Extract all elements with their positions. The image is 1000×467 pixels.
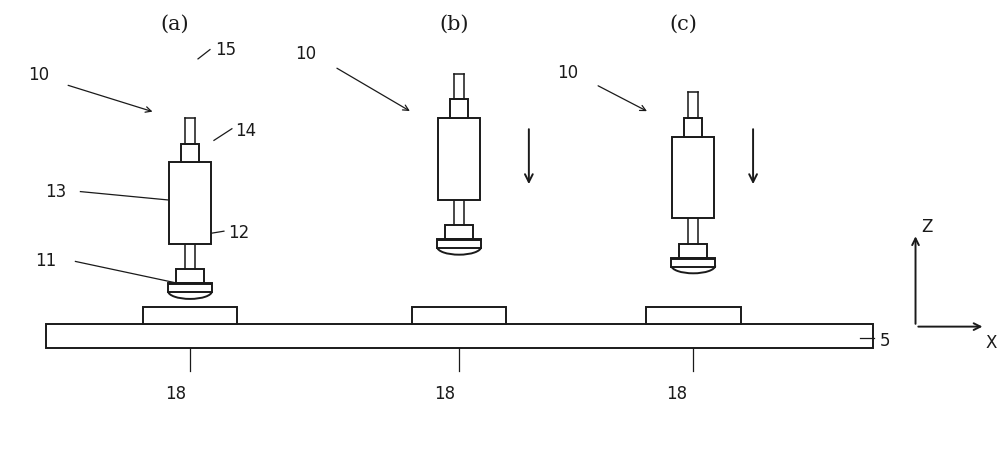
Text: X: X bbox=[985, 334, 997, 352]
Text: 10: 10 bbox=[557, 64, 578, 82]
Text: Z: Z bbox=[921, 218, 933, 235]
Text: 18: 18 bbox=[666, 385, 688, 403]
Bar bbox=[450, 99, 468, 118]
Text: 14: 14 bbox=[235, 122, 256, 140]
Bar bbox=[168, 284, 212, 292]
Text: 18: 18 bbox=[434, 385, 455, 403]
Bar bbox=[646, 307, 741, 324]
Bar bbox=[679, 244, 707, 258]
Bar bbox=[671, 259, 715, 267]
Bar bbox=[438, 118, 480, 199]
Text: 10: 10 bbox=[29, 66, 50, 84]
Text: 10: 10 bbox=[295, 45, 316, 63]
Bar bbox=[143, 307, 237, 324]
Bar bbox=[181, 144, 199, 162]
Text: (b): (b) bbox=[439, 14, 469, 34]
Bar bbox=[169, 162, 211, 244]
Text: 13: 13 bbox=[46, 183, 67, 201]
Text: 15: 15 bbox=[215, 41, 236, 58]
Bar bbox=[437, 240, 481, 248]
Text: (a): (a) bbox=[161, 14, 189, 34]
Bar bbox=[445, 225, 473, 239]
Text: 5: 5 bbox=[880, 332, 890, 350]
Text: 11: 11 bbox=[36, 253, 57, 270]
Bar bbox=[46, 324, 873, 347]
Text: (c): (c) bbox=[669, 14, 697, 34]
Bar bbox=[684, 118, 702, 137]
Text: 12: 12 bbox=[228, 225, 249, 242]
Text: 18: 18 bbox=[165, 385, 186, 403]
Bar bbox=[412, 307, 506, 324]
Bar bbox=[176, 269, 204, 283]
Bar bbox=[672, 137, 714, 218]
